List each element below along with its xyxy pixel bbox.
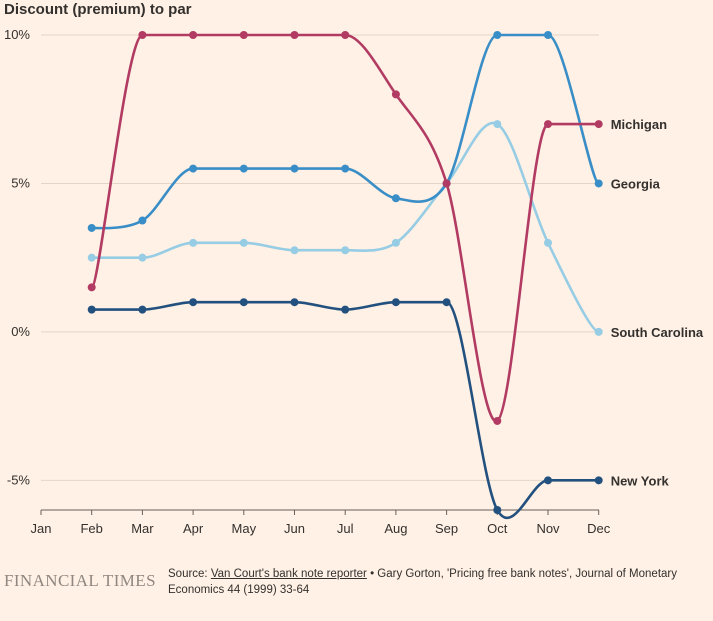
data-point-south-carolina <box>290 246 299 255</box>
y-axis-title: Discount (premium) to par <box>4 1 192 18</box>
data-point-new-york <box>87 305 96 314</box>
data-point-michigan <box>341 31 350 39</box>
source-prefix: Source: <box>168 568 211 580</box>
data-point-south-carolina <box>341 246 350 255</box>
data-point-south-carolina <box>189 238 198 247</box>
series-line-michigan <box>90 33 600 423</box>
data-point-new-york <box>544 476 552 485</box>
series-label-south-carolina: South Carolina <box>611 325 704 340</box>
x-tick-label: Oct <box>487 521 508 536</box>
source-link[interactable]: Van Court's bank note reporter <box>210 568 367 580</box>
data-point-georgia <box>391 194 400 203</box>
data-point-south-carolina <box>391 238 400 247</box>
x-tick-label: Mar <box>131 521 154 536</box>
data-point-new-york <box>391 298 400 307</box>
x-tick-label: May <box>232 521 257 536</box>
data-point-south-carolina <box>239 238 248 247</box>
data-point-michigan <box>544 120 552 129</box>
data-point-michigan <box>493 416 502 425</box>
data-point-georgia <box>493 31 502 39</box>
y-tick-label: -5% <box>7 472 31 487</box>
x-tick-label: Feb <box>80 521 102 536</box>
data-point-michigan <box>391 90 400 99</box>
series-south-carolina <box>87 120 603 336</box>
x-tick-label: Nov <box>536 521 560 536</box>
series-labels: South Carolina New York Georgia Michigan <box>611 117 704 488</box>
x-tick-label: Sep <box>435 521 458 536</box>
series-line-new-york <box>90 300 600 520</box>
data-point-new-york <box>290 298 299 307</box>
data-point-south-carolina <box>493 120 502 129</box>
data-point-michigan <box>138 31 147 39</box>
x-tick-label: Jul <box>337 521 354 536</box>
ft-logo: FINANCIAL TIMES <box>4 571 156 590</box>
source-rest: • Gary Gorton, 'Pricing free bank notes'… <box>168 568 677 596</box>
data-point-new-york <box>138 305 147 314</box>
series-label-michigan: Michigan <box>611 117 667 132</box>
data-point-michigan <box>290 31 299 39</box>
data-point-south-carolina <box>594 327 603 336</box>
line-chart: Discount (premium) to par 10% 5% 0% -5% Jan… <box>4 1 704 536</box>
data-point-georgia <box>239 164 248 173</box>
series-line-georgia <box>90 33 600 230</box>
data-point-michigan <box>594 120 603 129</box>
y-tick-label: 10% <box>4 27 30 42</box>
x-tick-label: Aug <box>384 521 407 536</box>
series-georgia <box>87 31 603 232</box>
data-point-new-york <box>341 305 350 314</box>
x-tick-label: Dec <box>587 521 611 536</box>
y-tick-label: 0% <box>11 324 30 339</box>
data-point-south-carolina <box>87 253 96 262</box>
data-point-new-york <box>189 298 198 307</box>
data-point-georgia <box>594 179 603 188</box>
series-new-york <box>87 298 603 520</box>
series-line-south-carolina <box>90 121 600 334</box>
y-tick-label: 5% <box>11 175 30 190</box>
data-point-georgia <box>138 216 147 225</box>
data-point-michigan <box>87 283 96 292</box>
series-lines <box>87 31 603 520</box>
data-point-georgia <box>189 164 198 173</box>
data-point-georgia <box>290 164 299 173</box>
data-point-michigan <box>189 31 198 39</box>
data-point-south-carolina <box>544 238 552 247</box>
y-tick-labels: 10% 5% 0% -5% <box>4 27 30 487</box>
series-label-new-york: New York <box>611 473 670 488</box>
data-point-georgia <box>87 223 96 232</box>
x-axis: Jan Feb Mar Apr May Jun Jul Aug Sep Oct Nov Dec <box>31 509 611 536</box>
data-point-michigan <box>239 31 248 39</box>
data-point-south-carolina <box>138 253 147 262</box>
chart-footer: FINANCIAL TIMES Source: Van Court's bank… <box>4 566 710 598</box>
data-point-new-york <box>594 476 603 485</box>
data-point-new-york <box>239 298 248 307</box>
data-point-michigan <box>442 179 451 188</box>
series-michigan <box>87 31 603 425</box>
data-point-georgia <box>544 31 552 39</box>
series-label-georgia: Georgia <box>611 176 661 191</box>
data-point-georgia <box>341 164 350 173</box>
source-note: Source: Van Court's bank note reporter •… <box>168 566 710 598</box>
x-tick-label: Apr <box>183 521 204 536</box>
data-point-new-york <box>493 506 502 514</box>
x-tick-label: Jan <box>31 521 52 536</box>
data-point-new-york <box>442 298 451 307</box>
x-tick-label: Jun <box>284 521 305 536</box>
